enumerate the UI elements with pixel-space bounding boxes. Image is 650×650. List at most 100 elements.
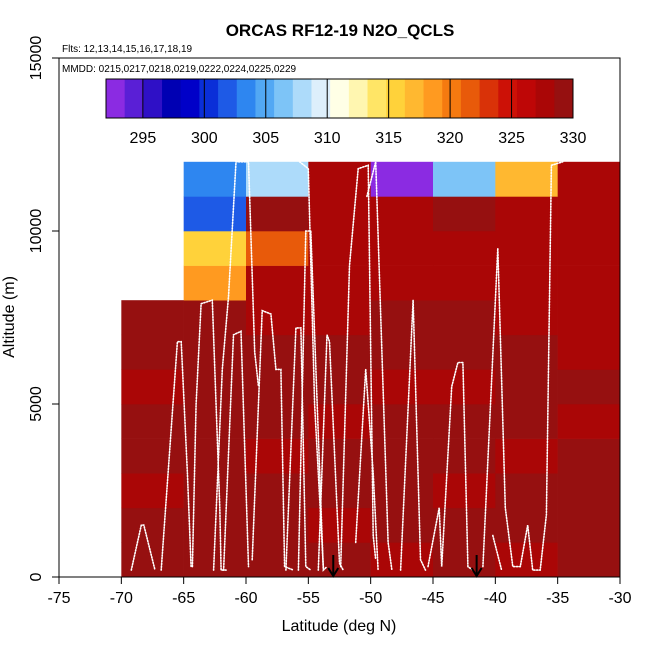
heatmap-cell-66 (308, 265, 371, 301)
heatmap-cell-87 (246, 161, 309, 197)
heatmap-cell-58 (246, 300, 309, 336)
latitude-markers (327, 555, 483, 578)
heatmap-cell-17 (183, 473, 247, 509)
heatmap-cell-44 (370, 369, 434, 405)
heatmap-cell-15 (557, 507, 620, 543)
x-tick-label-9: -30 (608, 590, 631, 607)
heatmap-cell-13 (433, 507, 496, 543)
colorbar-tick-label-2: 305 (252, 130, 279, 147)
heatmap-cell-39 (557, 404, 620, 439)
heatmap-cell-19 (308, 473, 371, 509)
flight-track-15 (482, 161, 564, 571)
heatmap-cell-64 (183, 265, 247, 301)
colorbar-step-0 (106, 79, 126, 118)
x-axis: -75 -70 -65 -60 -55 -50 -45 -40 -35 -30 (47, 577, 632, 607)
plot-frame (58, 57, 621, 578)
heatmap-cell-46 (495, 369, 558, 405)
heatmap-cell-92 (557, 161, 620, 197)
flight-track-4 (222, 330, 250, 571)
heatmap-cell-10 (246, 507, 309, 543)
y-tick-label-0: 0 (28, 572, 45, 581)
y-axis: 0 5000 10000 15000 (28, 36, 59, 581)
heatmap-cell-8 (121, 507, 184, 543)
y-tick-label-3: 15000 (28, 36, 45, 81)
heatmap-cell-57 (183, 300, 247, 336)
heatmap-cell-63 (557, 300, 620, 336)
x-tick-label-2: -65 (172, 590, 195, 607)
heatmap-cell-83 (495, 196, 558, 232)
heatmap-cell-74 (370, 231, 434, 266)
heatmap-cell-16 (121, 473, 184, 509)
heatmap-cell-47 (557, 369, 620, 405)
colorbar-step-5 (199, 79, 219, 118)
colorbar-step-24 (554, 79, 574, 118)
colorbar-step-11 (311, 79, 331, 118)
heatmap-cell-14 (495, 507, 558, 543)
colorbar-tick-label-4: 315 (375, 130, 402, 147)
x-tick-label-8: -35 (546, 590, 569, 607)
heatmap-cell-59 (308, 300, 371, 336)
y-tick-label-2: 10000 (28, 209, 45, 254)
colorbar-step-8 (255, 79, 275, 118)
flight-track-0 (130, 524, 156, 571)
colorbar-step-19 (460, 79, 481, 118)
heatmap-cell-68 (433, 265, 496, 301)
heatmap-cell-53 (433, 334, 496, 370)
heatmap-cell-76 (495, 231, 558, 266)
flight-track-3 (212, 161, 260, 571)
flight-track-7 (297, 230, 328, 572)
heatmap-cell-86 (183, 161, 247, 197)
colorbar-step-7 (236, 79, 256, 118)
colorbar-tick-label-0: 295 (130, 130, 157, 147)
heatmap-cell-25 (183, 438, 247, 474)
colorbar-step-15 (386, 79, 406, 118)
colorbar-step-2 (143, 79, 163, 118)
heatmap-cell-33 (183, 404, 247, 439)
flight-track-5 (251, 309, 295, 571)
flight-track-14 (427, 361, 474, 571)
x-axis-label: Latitude (deg N) (282, 618, 397, 635)
heatmap-cell-82 (433, 196, 496, 232)
heatmap-cell-55 (557, 334, 620, 370)
colorbar-tick-label-7: 330 (560, 130, 587, 147)
heatmap-cell-29 (433, 438, 496, 474)
flight-track-12 (366, 161, 393, 571)
chart-title: ORCAS RF12-19 N2O_QCLS (226, 21, 455, 40)
heatmap-cell-31 (557, 438, 620, 474)
heatmap-cell-18 (246, 473, 309, 509)
heatmap-cell-62 (495, 300, 558, 336)
colorbar-step-17 (423, 79, 443, 118)
heatmap-cell-51 (308, 334, 371, 370)
flight-track-10 (339, 164, 377, 568)
heatmap-cell-23 (557, 473, 620, 509)
colorbar-step-20 (479, 79, 499, 118)
colorbar-tick-label-3: 310 (314, 130, 341, 147)
heatmap-cell-91 (495, 161, 558, 197)
marker-arrow-0 (327, 555, 340, 578)
colorbar-step-9 (274, 79, 294, 118)
flight-track-6 (285, 327, 312, 571)
colorbar-step-3 (162, 79, 182, 118)
heatmap-cell-65 (246, 265, 309, 301)
heatmap-cell-70 (557, 265, 620, 301)
x-tick-label-7: -40 (484, 590, 507, 607)
heatmap-cell-67 (370, 265, 434, 301)
heatmap-cell-78 (183, 196, 247, 232)
heatmap-cell-80 (308, 196, 371, 232)
heatmap-cells (121, 161, 620, 577)
colorbar-tick-label-5: 320 (437, 130, 464, 147)
heatmap-cell-42 (246, 369, 309, 405)
flight-track-1 (160, 340, 192, 571)
x-tick-label-4: -55 (297, 590, 320, 607)
flight-tracks (130, 161, 564, 572)
y-axis-label: Altitude (m) (1, 276, 18, 358)
heatmap-cell-20 (370, 473, 434, 509)
heatmap-cell-3 (308, 542, 371, 577)
heatmap-cell-24 (121, 438, 184, 474)
heatmap-cell-77 (557, 231, 620, 266)
heatmap-cell-32 (121, 404, 184, 439)
colorbar-frame (105, 78, 574, 119)
heatmap-cell-6 (495, 542, 558, 577)
x-tick-label-1: -70 (110, 590, 133, 607)
